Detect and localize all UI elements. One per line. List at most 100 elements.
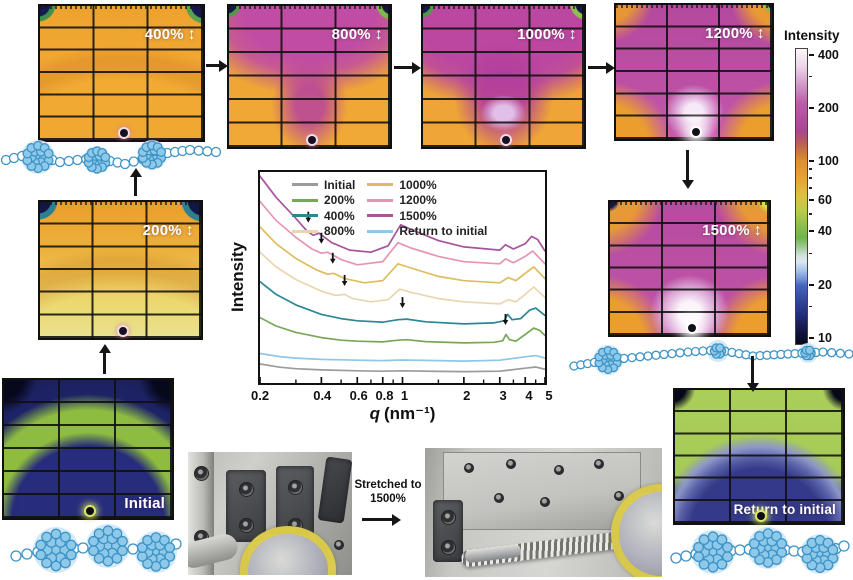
q-units: (nm⁻¹) <box>383 404 436 423</box>
polymer-chain-fully-extended <box>569 340 853 375</box>
beamstop <box>687 324 696 332</box>
x-tick-label: 0.2 <box>250 388 270 403</box>
plot-legend: Initial 200% 400% 800% 1000% 1200% 1500% Return… <box>292 177 487 239</box>
detector-grid <box>40 6 203 140</box>
plot-y-axis-label: Intensity <box>228 242 247 312</box>
flow-arrow-1500-to-return <box>751 356 754 383</box>
legend-entry: 1200% <box>367 193 487 209</box>
detector-grid <box>616 5 772 139</box>
x-tick-label: 0.4 <box>313 388 332 403</box>
saxs-pattern-1500pct: 1500% ↕ <box>608 200 771 337</box>
legend-label: 1000% <box>399 177 437 192</box>
detector-grid <box>675 390 843 523</box>
colorbar-minor-tick <box>809 305 812 308</box>
legend-swatch <box>292 198 318 202</box>
colorbar-tick <box>809 53 814 56</box>
screw <box>441 540 456 555</box>
beamstop <box>757 512 766 520</box>
legend-swatch <box>367 214 394 218</box>
detector-grid <box>40 202 201 338</box>
detector-edge <box>40 6 203 9</box>
colorbar-tick <box>809 106 814 109</box>
legend-swatch <box>367 183 394 187</box>
stretching-apparatus-photo-stretched <box>425 448 662 577</box>
colorbar-tick <box>809 160 814 163</box>
detector-grid <box>610 202 769 335</box>
polymer-chain-coiled-initial <box>10 524 182 573</box>
legend-swatch <box>292 214 318 218</box>
intensity-vs-q-plot: Initial 200% 400% 800% 1000% 1200% 1500% Return… <box>258 170 547 385</box>
detector-grid <box>229 6 390 147</box>
flow-arrow-initial-to-200 <box>103 353 106 374</box>
legend-label: 200% <box>324 193 355 208</box>
stretch-direction-icon: ↕ <box>374 26 383 43</box>
screw <box>540 497 550 507</box>
strain-label-800: 800% ↕ <box>331 26 383 43</box>
screw <box>441 510 456 525</box>
colorbar-minor-tick <box>809 75 812 78</box>
strain-label-200: 200% ↕ <box>142 222 194 239</box>
legend-label: Initial <box>324 177 356 192</box>
colorbar-tick-label: 100 <box>818 154 839 169</box>
x-tick-label: 0.6 <box>349 388 368 403</box>
caption-line2: 1500% <box>370 493 406 506</box>
x-tick-label: 4 <box>525 388 533 403</box>
beamstop <box>86 507 95 515</box>
screw <box>494 493 504 503</box>
q-symbol: q <box>369 404 380 423</box>
saxs-pattern-200pct: 200% ↕ <box>38 200 203 340</box>
legend-swatch <box>292 229 318 233</box>
legend-swatch <box>367 229 394 233</box>
saxs-pattern-1200pct: 1200% ↕ <box>614 3 774 141</box>
stretch-direction-icon: ↕ <box>756 25 765 42</box>
legend-label: 1200% <box>399 193 437 208</box>
detector-grid <box>423 6 584 147</box>
flow-arrow-800-to-1000 <box>394 66 412 69</box>
detector-edge <box>423 6 584 9</box>
plot-curves <box>260 175 545 383</box>
beamstop <box>692 128 701 136</box>
stretch-direction-icon: ↕ <box>753 222 762 239</box>
strain-label-1000: 1000% ↕ <box>517 26 577 43</box>
colorbar-tick <box>809 230 814 233</box>
colorbar-tick <box>809 199 814 202</box>
saxs-pattern-400pct: 400% ↕ <box>38 4 205 142</box>
detector-edge <box>610 202 769 205</box>
x-tick-label: 5 <box>545 388 553 403</box>
stretch-caption: Stretched to 1500% <box>346 478 430 507</box>
legend-swatch <box>292 183 318 187</box>
stretch-direction-icon: ↕ <box>187 26 196 43</box>
screw <box>594 459 604 469</box>
colorbar-minor-tick <box>809 168 812 170</box>
saxs-pattern-initial: Initial <box>2 378 174 520</box>
screw <box>239 518 254 533</box>
saxs-pattern-return-to-initial: Return to initial <box>673 388 845 525</box>
stretching-apparatus-photo-unstretched <box>188 452 352 575</box>
colorbar-minor-tick <box>809 213 812 215</box>
flow-arrow-1000-to-1200 <box>588 66 606 69</box>
colorbar-tick <box>809 336 814 339</box>
legend-label: 400% <box>324 208 355 223</box>
intensity-colorbar: 400 200 100 60 40 20 10 <box>795 48 839 345</box>
colorbar-minor-tick <box>809 177 812 179</box>
legend-entry: Initial <box>292 177 355 193</box>
stretch-direction-icon: ↕ <box>185 222 194 239</box>
x-tick-label: 3 <box>499 388 507 403</box>
legend-entry: 800% <box>292 224 355 240</box>
screw <box>334 540 344 550</box>
screw <box>464 463 474 473</box>
legend-label: 800% <box>324 224 355 239</box>
colorbar-tick-label: 200 <box>818 100 839 115</box>
legend-entry: 200% <box>292 193 355 209</box>
colorbar-tick-label: 20 <box>818 277 832 292</box>
plot-x-tick-labels: 0.2 0.4 0.6 0.8 1 2 3 4 5 <box>251 388 553 403</box>
legend-entry: 400% <box>292 208 355 224</box>
x-tick-label: 0.8 <box>375 388 394 403</box>
polymer-chain-coiled-returned <box>670 527 850 574</box>
screw <box>506 459 516 469</box>
beamstop <box>307 136 316 144</box>
strain-label-return: Return to initial <box>733 502 836 517</box>
flow-arrow-400-to-800 <box>206 64 219 67</box>
colorbar-tick-label: 400 <box>818 47 839 62</box>
